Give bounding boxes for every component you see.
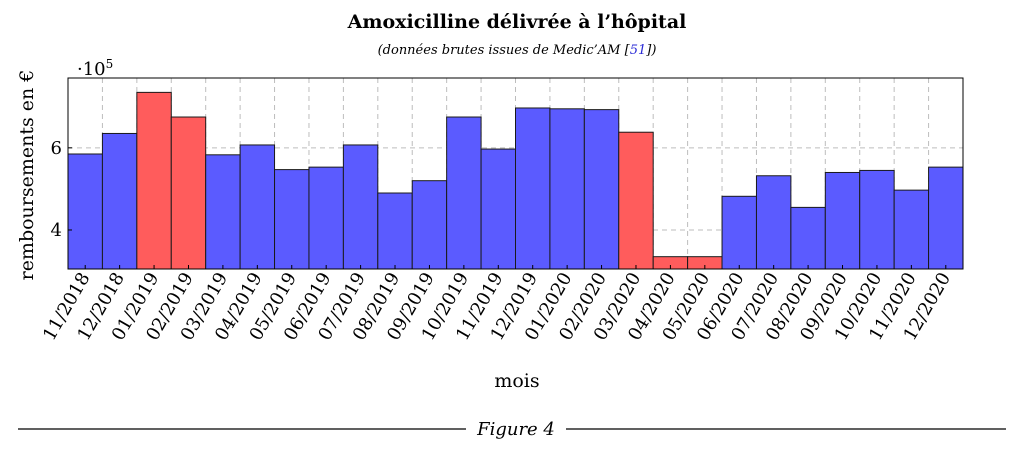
bar: [136, 91, 172, 270]
bar: [893, 189, 930, 270]
x-axis-label: mois: [494, 370, 539, 392]
x-axis-ticks: 11/201812/201801/201902/201903/201904/20…: [39, 265, 955, 344]
y-scale-label: ·105: [77, 57, 113, 80]
subtitle-suffix: ]): [645, 43, 656, 58]
bar: [274, 169, 310, 270]
bar: [446, 116, 482, 270]
bar: [101, 132, 138, 270]
subtitle-prefix: (données brutes issues de Medic’AM [: [378, 43, 631, 58]
bar: [824, 171, 861, 270]
chart-title: Amoxicilline délivrée à l’hôpital: [347, 11, 687, 33]
bar: [239, 144, 276, 270]
bar: [515, 107, 551, 270]
bar: [170, 116, 207, 270]
bar: [308, 166, 344, 270]
bar: [342, 144, 379, 270]
y-tick-label: 6: [51, 138, 62, 159]
y-tick-label: 4: [51, 220, 62, 241]
bar: [377, 192, 413, 270]
y-axis-label: remboursements en €: [16, 70, 38, 281]
y-axis-ticks: 46: [51, 138, 72, 241]
bar: [755, 175, 792, 270]
bar: [790, 206, 826, 270]
bar: [205, 154, 241, 270]
plot-frame: [67, 77, 964, 270]
bar: [480, 148, 517, 270]
bar: [859, 169, 895, 270]
bars: [67, 91, 964, 270]
bar: [721, 195, 757, 270]
subtitle-reference-link[interactable]: 51: [630, 43, 647, 58]
bar: [583, 109, 620, 270]
bar: [67, 153, 103, 270]
bar: [618, 131, 654, 270]
bar: [928, 166, 964, 270]
y-scale-exponent: 5: [106, 57, 114, 71]
figure-caption: Figure 4: [476, 419, 555, 440]
chart-subtitle: (données brutes issues de Medic’AM [51]): [378, 43, 657, 58]
bar: [411, 180, 448, 270]
bar: [549, 108, 585, 270]
